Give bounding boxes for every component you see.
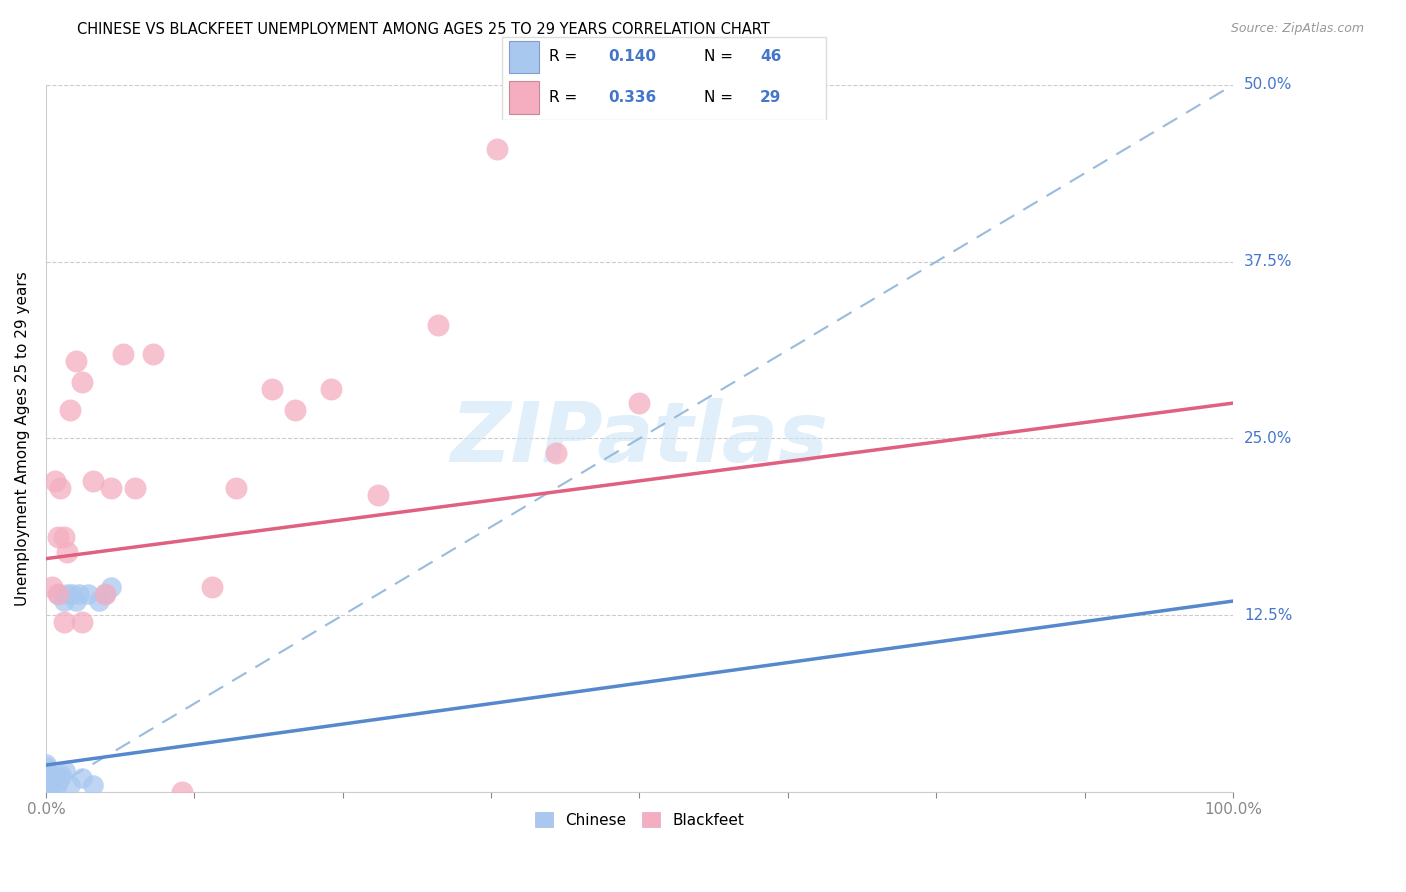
Text: 50.0%: 50.0% <box>1244 78 1292 93</box>
Point <box>260 382 283 396</box>
Text: Source: ZipAtlas.com: Source: ZipAtlas.com <box>1230 22 1364 36</box>
Point <box>35 764 58 778</box>
Point <box>39 778 62 792</box>
Point <box>49 771 72 785</box>
Text: 29: 29 <box>761 90 782 105</box>
Point <box>51 768 73 782</box>
Point <box>46 587 69 601</box>
Point <box>70 615 93 630</box>
Point <box>35 780 58 794</box>
Point <box>35 785 58 799</box>
Text: 0.140: 0.140 <box>609 49 657 64</box>
Point <box>546 445 568 459</box>
Point <box>46 531 69 545</box>
Point <box>46 773 69 788</box>
Point <box>49 481 72 495</box>
Point <box>53 764 76 778</box>
Point <box>82 474 104 488</box>
Point <box>52 594 75 608</box>
Point <box>44 773 66 788</box>
Text: 0.336: 0.336 <box>609 90 657 105</box>
Text: 12.5%: 12.5% <box>1244 607 1292 623</box>
Legend: Chinese, Blackfeet: Chinese, Blackfeet <box>529 805 751 834</box>
Point <box>60 587 83 601</box>
Point <box>48 771 70 785</box>
Point <box>65 353 87 368</box>
Text: 46: 46 <box>761 49 782 64</box>
Point <box>35 778 58 792</box>
Point <box>89 594 111 608</box>
Point <box>52 531 75 545</box>
Y-axis label: Unemployment Among Ages 25 to 29 years: Unemployment Among Ages 25 to 29 years <box>15 271 30 606</box>
Point <box>94 587 117 601</box>
Point <box>35 780 58 795</box>
Point <box>41 775 63 789</box>
Point <box>35 773 58 788</box>
Point <box>41 580 63 594</box>
Point <box>100 580 122 594</box>
FancyBboxPatch shape <box>502 37 827 120</box>
Point <box>56 544 79 558</box>
Point <box>82 778 104 792</box>
Point <box>35 766 58 780</box>
Point <box>70 771 93 785</box>
Point <box>70 375 93 389</box>
Point <box>76 587 98 601</box>
Point <box>35 785 58 799</box>
Text: R =: R = <box>548 90 582 105</box>
Point <box>35 778 58 792</box>
Point <box>46 587 69 601</box>
Point <box>59 403 82 417</box>
Point <box>59 778 82 792</box>
Point <box>142 346 165 360</box>
Point <box>201 580 224 594</box>
FancyBboxPatch shape <box>509 81 538 113</box>
Point <box>100 481 122 495</box>
Point <box>42 776 65 790</box>
Text: N =: N = <box>704 90 738 105</box>
Point <box>37 780 59 795</box>
Point <box>172 785 194 799</box>
Point <box>486 142 509 156</box>
Point <box>628 396 651 410</box>
Point <box>41 771 63 785</box>
Point <box>319 382 342 396</box>
Text: N =: N = <box>704 49 738 64</box>
Point <box>426 318 449 333</box>
Text: CHINESE VS BLACKFEET UNEMPLOYMENT AMONG AGES 25 TO 29 YEARS CORRELATION CHART: CHINESE VS BLACKFEET UNEMPLOYMENT AMONG … <box>77 22 770 37</box>
Text: R =: R = <box>548 49 582 64</box>
Point <box>35 772 58 787</box>
Point <box>35 775 58 789</box>
Point <box>112 346 135 360</box>
Point <box>35 771 58 785</box>
Point <box>44 771 66 785</box>
Point <box>67 587 90 601</box>
Point <box>35 771 58 785</box>
Point <box>35 785 58 799</box>
Point <box>38 773 60 788</box>
Point <box>124 481 146 495</box>
Point <box>225 481 247 495</box>
Point <box>35 776 58 790</box>
Text: ZIPatlas: ZIPatlas <box>450 398 828 479</box>
Text: 37.5%: 37.5% <box>1244 254 1292 269</box>
Point <box>35 768 58 782</box>
FancyBboxPatch shape <box>509 41 538 73</box>
Point <box>367 488 389 502</box>
Point <box>65 594 87 608</box>
Point <box>94 587 117 601</box>
Point <box>56 587 79 601</box>
Text: 25.0%: 25.0% <box>1244 431 1292 446</box>
Point <box>35 759 58 773</box>
Point <box>44 474 66 488</box>
Point <box>35 782 58 797</box>
Point <box>284 403 307 417</box>
Point <box>35 756 58 771</box>
Point <box>52 615 75 630</box>
Point <box>45 778 67 792</box>
